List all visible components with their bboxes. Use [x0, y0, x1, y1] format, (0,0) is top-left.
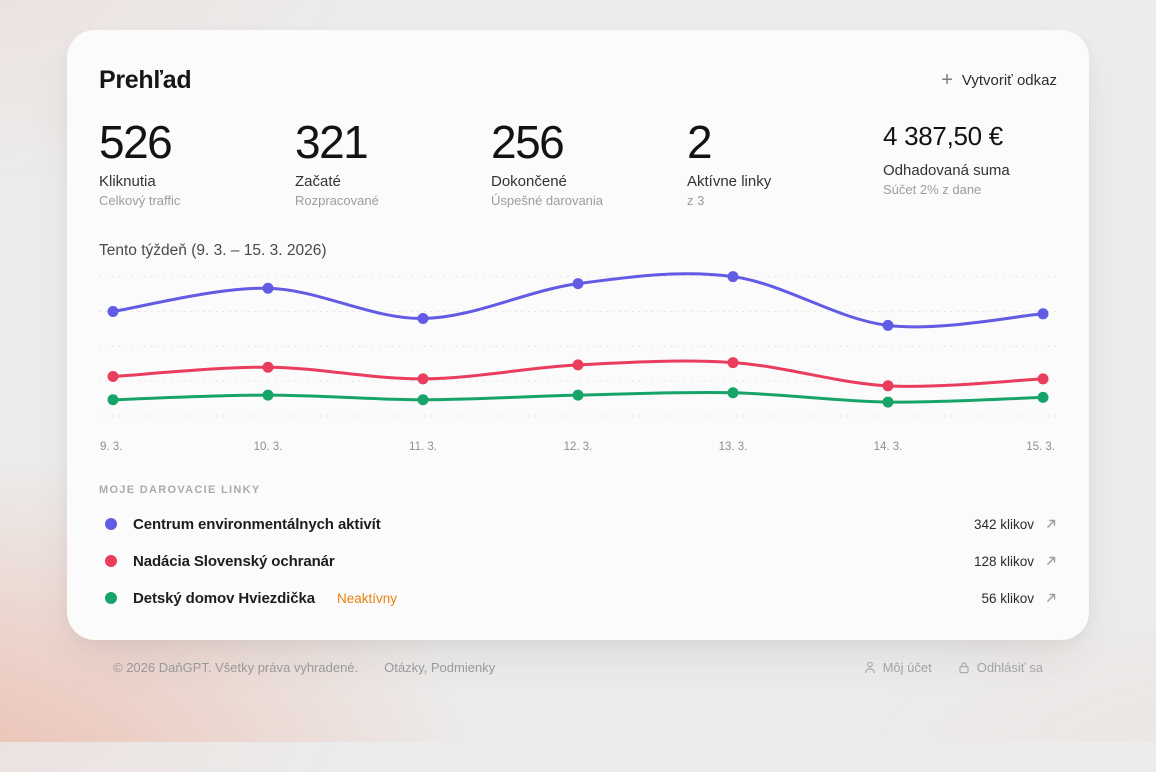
footer-link-questions[interactable]: Otázky — [384, 660, 424, 675]
logout-label: Odhlásiť sa — [976, 660, 1043, 675]
x-axis-label: 9. 3. — [100, 441, 122, 453]
stat-sublabel: Úspešné darovania — [491, 192, 604, 208]
links-section-heading: MOJE DAROVACIE LINKY — [99, 483, 261, 496]
stat-card: 4 387,50 € Odhadovaná suma Súčet 2% z dane — [883, 117, 1057, 208]
account-label: Môj účet — [882, 660, 932, 675]
stat-value: 256 — [491, 116, 565, 168]
x-axis-label: 14. 3. — [874, 441, 903, 453]
stat-value: 321 — [295, 116, 369, 168]
stat-label: Odhadovaná suma — [883, 161, 1010, 179]
x-axis-label: 11. 3. — [409, 441, 437, 453]
footer-right: Môj účet Odhlásiť sa — [864, 660, 1043, 675]
link-clicks: 56 klikov — [981, 590, 1034, 606]
link-status-badge: Neaktívny — [336, 590, 397, 606]
chart-point — [572, 358, 584, 370]
footer-left: © 2026 DaňGPT. Všetky práva vyhradené. O… — [113, 660, 495, 675]
page-title: Prehľad — [99, 66, 192, 94]
donation-link-row[interactable]: Detský domov Hviezdička Neaktívny 56 kliko… — [99, 580, 1057, 617]
stat-sublabel: Celkový traffic — [99, 192, 181, 208]
link-clicks: 342 klikov — [973, 516, 1034, 532]
chart-point — [727, 386, 739, 398]
link-color-dot — [105, 555, 117, 568]
x-axis-label: 12. 3. — [564, 441, 593, 453]
link-color-dot — [105, 518, 117, 531]
stat-sublabel: Rozpracované — [295, 192, 379, 208]
link-color-dot — [105, 592, 117, 605]
stat-value: 2 — [687, 116, 713, 168]
stat-card: 2 Aktívne linky z 3 — [687, 116, 883, 208]
stat-label: Dokončené — [491, 172, 567, 190]
chart-point — [1037, 372, 1049, 384]
stats-row: 526 Kliknutia Celkový traffic 321 Začaté Rozp… — [99, 116, 1057, 208]
chart-point — [727, 356, 739, 368]
stat-card: 526 Kliknutia Celkový traffic — [99, 116, 295, 208]
chart-point — [572, 389, 584, 401]
links-list: Centrum environmentálnych aktivít 342 kli… — [99, 506, 1057, 617]
chart-point — [727, 270, 739, 282]
logout-link[interactable]: Odhlásiť sa — [958, 660, 1043, 675]
external-arrow-icon[interactable] — [1045, 555, 1057, 567]
plus-icon: + — [941, 68, 953, 91]
stat-value: 4 387,50 € — [883, 121, 1003, 151]
stat-card: 256 Dokončené Úspešné darovania — [491, 116, 687, 208]
chart-point — [572, 277, 584, 289]
stat-sublabel: z 3 — [687, 192, 705, 208]
chart-point — [262, 361, 274, 373]
external-arrow-icon[interactable] — [1045, 592, 1057, 604]
weekly-clicks-chart: 9. 3. 10. 3. 11. 3. 12. 3. 13. 3. 14. 3. 15. 3… — [99, 270, 1057, 453]
footer-links[interactable]: Otázky, Podmienky — [384, 660, 496, 675]
stat-sublabel: Súčet 2% z dane — [883, 181, 982, 197]
link-name: Detský domov Hviezdička — [133, 589, 315, 607]
chart-point — [417, 393, 429, 405]
link-name: Centrum environmentálnych aktivít — [133, 515, 381, 533]
chart-point — [262, 389, 274, 401]
chart-point — [882, 379, 894, 391]
chart-point — [107, 305, 119, 317]
donation-link-row[interactable]: Centrum environmentálnych aktivít 342 kli… — [99, 506, 1057, 543]
chart-point — [882, 396, 894, 408]
x-axis-label: 10. 3. — [254, 441, 283, 453]
donation-link-row[interactable]: Nadácia Slovenský ochranár 128 klikov — [99, 543, 1057, 580]
chart-point — [882, 319, 894, 331]
chart-point — [107, 393, 119, 405]
chart-point — [262, 282, 274, 294]
x-axis-label: 13. 3. — [719, 441, 748, 453]
x-axis-label: 15. 3. — [1026, 441, 1055, 453]
chart-title: Tento týždeň (9. 3. – 15. 3. 2026) — [99, 241, 327, 259]
account-link[interactable]: Môj účet — [864, 660, 932, 675]
lock-icon — [959, 662, 969, 674]
link-clicks: 128 klikov — [973, 553, 1034, 569]
card-header: Prehľad + Vytvoriť odkaz — [99, 66, 1057, 95]
stat-label: Aktívne linky — [687, 172, 772, 190]
chart-point — [417, 372, 429, 384]
footer-link-terms[interactable]: Podmienky — [430, 660, 496, 675]
stat-value: 526 — [99, 116, 173, 168]
create-link-label: Vytvoriť odkaz — [961, 72, 1057, 89]
chart-point — [417, 312, 429, 324]
stat-label: Kliknutia — [99, 172, 156, 190]
user-icon — [864, 661, 875, 674]
link-name: Nadácia Slovenský ochranár — [133, 552, 335, 570]
copyright-text: © 2026 DaňGPT. Všetky práva vyhradené. — [113, 660, 359, 675]
stat-label: Začaté — [295, 172, 341, 190]
chart-point — [1037, 307, 1049, 319]
chart-point — [1037, 391, 1049, 403]
overview-card: Prehľad + Vytvoriť odkaz 526 Kliknutia Cel… — [67, 30, 1089, 640]
stat-card: 321 Začaté Rozpracované — [295, 116, 491, 208]
external-arrow-icon[interactable] — [1045, 518, 1057, 530]
page-footer: © 2026 DaňGPT. Všetky práva vyhradené. O… — [67, 660, 1089, 675]
create-link-button[interactable]: + Vytvoriť odkaz — [941, 68, 1057, 91]
chart-point — [107, 370, 119, 382]
